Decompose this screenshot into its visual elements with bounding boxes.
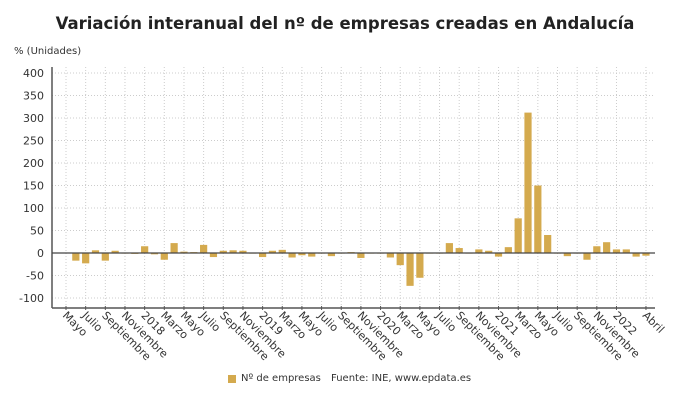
y-tick-label: -50 — [26, 270, 44, 283]
bar — [82, 253, 90, 264]
bar — [642, 253, 650, 256]
bar — [406, 253, 414, 286]
bar — [386, 253, 394, 258]
bar — [308, 253, 316, 257]
bar — [170, 243, 178, 253]
bar — [632, 253, 640, 257]
y-tick-label: 100 — [23, 202, 44, 215]
bar — [219, 250, 227, 253]
bar — [357, 253, 365, 258]
bar — [485, 250, 493, 253]
bar — [111, 250, 119, 253]
y-tick-label: 200 — [23, 157, 44, 170]
y-tick-label: 50 — [30, 225, 44, 238]
bar — [593, 246, 601, 253]
bar — [524, 112, 532, 253]
bar — [504, 247, 512, 253]
bar — [150, 253, 159, 255]
bar — [101, 253, 109, 261]
bar — [72, 253, 80, 261]
bar — [327, 253, 336, 257]
source-note: Fuente: INE, www.epdata.es — [331, 373, 472, 384]
legend: Nº de empresas — [228, 373, 321, 384]
bar — [396, 253, 404, 266]
bar — [534, 185, 542, 253]
y-tick-label: 400 — [23, 67, 44, 80]
bar — [229, 250, 237, 253]
y-tick-label: -100 — [19, 292, 44, 305]
y-axis-label: % (Unidades) — [14, 46, 82, 57]
bar — [239, 250, 247, 253]
bar — [612, 249, 621, 253]
bar — [298, 253, 306, 256]
y-tick-label: 150 — [23, 180, 44, 193]
y-tick-label: 250 — [23, 135, 44, 148]
chart-title: Variación interanual del nº de empresas … — [55, 14, 635, 33]
bar — [544, 235, 552, 253]
bar — [475, 249, 483, 253]
legend-label: Nº de empresas — [241, 373, 321, 384]
bar — [200, 244, 208, 253]
bar — [268, 250, 277, 253]
bar — [209, 253, 218, 258]
bar — [455, 248, 463, 253]
bar — [416, 253, 424, 278]
bar — [288, 253, 296, 258]
bar — [445, 243, 453, 253]
bar — [259, 253, 267, 258]
x-tick-label: Abril — [640, 309, 667, 336]
y-tick-label: 350 — [23, 90, 44, 103]
bar — [494, 253, 503, 257]
y-tick-label: 300 — [23, 112, 44, 125]
bar — [583, 253, 591, 260]
bar — [180, 251, 188, 253]
bar — [514, 218, 522, 253]
bar — [91, 250, 100, 253]
bar — [278, 249, 286, 253]
legend-swatch — [228, 374, 236, 383]
bar — [160, 253, 168, 260]
bar — [603, 242, 611, 253]
y-tick-label: 0 — [37, 247, 44, 260]
bar — [622, 249, 630, 253]
bar — [563, 253, 571, 257]
bar — [141, 246, 149, 253]
